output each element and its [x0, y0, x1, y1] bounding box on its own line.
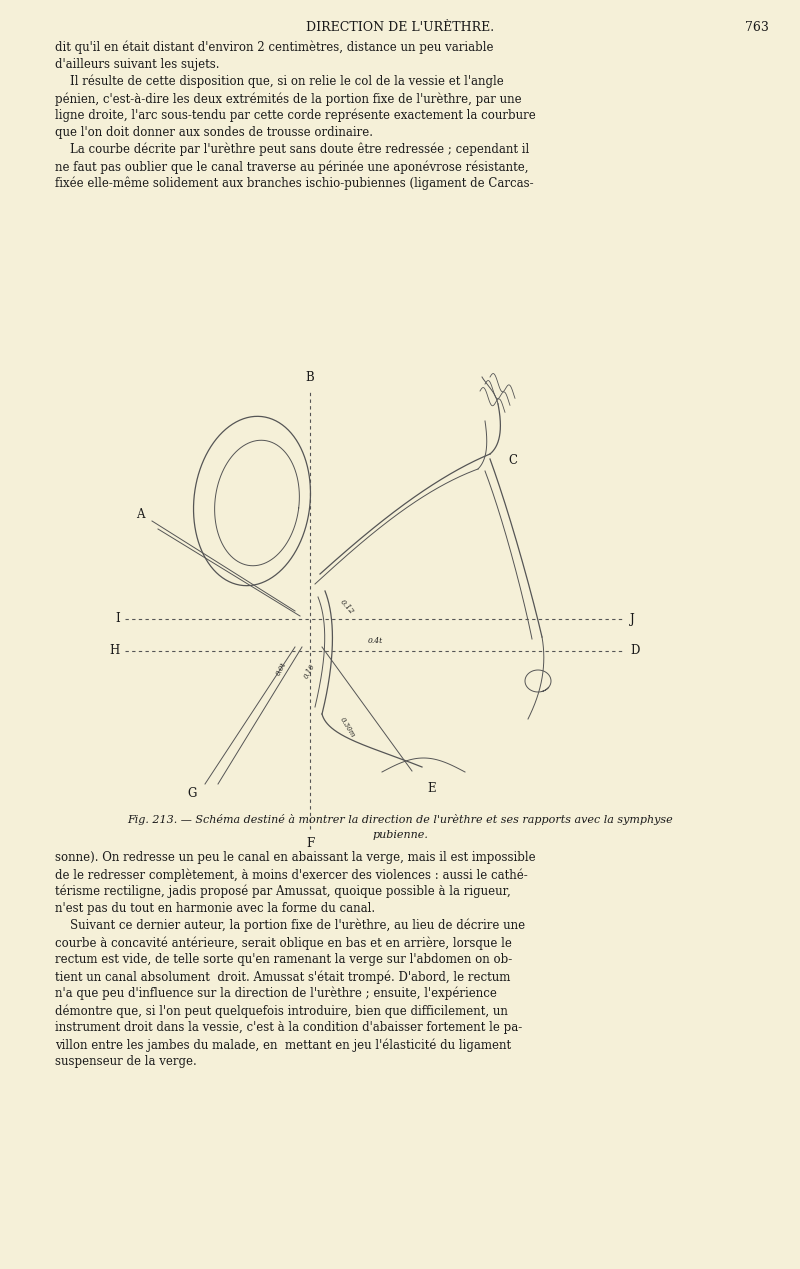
Text: E: E [428, 782, 436, 794]
Text: J: J [630, 613, 634, 626]
Text: ne faut pas oublier que le canal traverse au périnée une aponévrose résistante,: ne faut pas oublier que le canal travers… [55, 160, 529, 174]
Text: suspenseur de la verge.: suspenseur de la verge. [55, 1055, 197, 1068]
Text: tient un canal absolument  droit. Amussat s'était trompé. D'abord, le rectum: tient un canal absolument droit. Amussat… [55, 970, 510, 983]
Text: démontre que, si l'on peut quelquefois introduire, bien que difficilement, un: démontre que, si l'on peut quelquefois i… [55, 1004, 508, 1018]
Text: dit qu'il en était distant d'environ 2 centimètres, distance un peu variable: dit qu'il en était distant d'environ 2 c… [55, 41, 494, 55]
Text: Suivant ce dernier auteur, la portion fixe de l'urèthre, au lieu de décrire une: Suivant ce dernier auteur, la portion fi… [70, 919, 525, 933]
Text: 0.0t: 0.0t [274, 661, 288, 678]
Text: A: A [137, 508, 145, 520]
Text: villon entre les jambes du malade, en  mettant en jeu l'élasticité du ligament: villon entre les jambes du malade, en me… [55, 1038, 511, 1052]
Text: n'est pas du tout en harmonie avec la forme du canal.: n'est pas du tout en harmonie avec la fo… [55, 902, 375, 915]
Text: Il résulte de cette disposition que, si on relie le col de la vessie et l'angle: Il résulte de cette disposition que, si … [70, 75, 504, 89]
Text: 0.12: 0.12 [338, 598, 355, 615]
Text: que l'on doit donner aux sondes de trousse ordinaire.: que l'on doit donner aux sondes de trous… [55, 126, 373, 140]
Text: rectum est vide, de telle sorte qu'en ramenant la verge sur l'abdomen on ob-: rectum est vide, de telle sorte qu'en ra… [55, 953, 512, 966]
Text: I: I [115, 613, 120, 626]
Text: Fig. 213. — Schéma destiné à montrer la direction de l'urèthre et ses rapports a: Fig. 213. — Schéma destiné à montrer la … [127, 813, 673, 825]
Text: térisme rectiligne, jadis proposé par Amussat, quoique possible à la rigueur,: térisme rectiligne, jadis proposé par Am… [55, 884, 510, 898]
Text: pubienne.: pubienne. [372, 830, 428, 840]
Text: d'ailleurs suivant les sujets.: d'ailleurs suivant les sujets. [55, 58, 219, 71]
Text: H: H [110, 645, 120, 657]
Text: ligne droite, l'arc sous-tendu par cette corde représente exactement la courbure: ligne droite, l'arc sous-tendu par cette… [55, 109, 536, 123]
Text: courbe à concavité antérieure, serait oblique en bas et en arrière, lorsque le: courbe à concavité antérieure, serait ob… [55, 937, 512, 949]
Text: sonne). On redresse un peu le canal en abaissant la verge, mais il est impossibl: sonne). On redresse un peu le canal en a… [55, 851, 536, 864]
Text: 0.30m: 0.30m [338, 716, 357, 739]
Text: DIRECTION DE L'URÈTHRE.: DIRECTION DE L'URÈTHRE. [306, 22, 494, 34]
Text: 763: 763 [745, 22, 769, 34]
Text: B: B [306, 371, 314, 385]
Text: La courbe décrite par l'urèthre peut sans doute être redressée ; cependant il: La courbe décrite par l'urèthre peut san… [70, 143, 530, 156]
Text: D: D [630, 645, 639, 657]
Text: de le redresser complètement, à moins d'exercer des violences : aussi le cathé-: de le redresser complètement, à moins d'… [55, 868, 528, 882]
Text: pénien, c'est-à-dire les deux extrémités de la portion fixe de l'urèthre, par un: pénien, c'est-à-dire les deux extrémités… [55, 91, 522, 105]
Text: instrument droit dans la vessie, c'est à la condition d'abaisser fortement le pa: instrument droit dans la vessie, c'est à… [55, 1022, 522, 1034]
Text: fixée elle-même solidement aux branches ischio-pubiennes (ligament de Carcas-: fixée elle-même solidement aux branches … [55, 176, 534, 190]
Text: 0.4t: 0.4t [368, 637, 383, 645]
Text: F: F [306, 838, 314, 850]
Text: G: G [187, 787, 197, 799]
Text: n'a que peu d'influence sur la direction de l'urèthre ; ensuite, l'expérience: n'a que peu d'influence sur la direction… [55, 987, 497, 1000]
Text: 0.10: 0.10 [302, 662, 317, 680]
Text: C: C [508, 454, 517, 467]
